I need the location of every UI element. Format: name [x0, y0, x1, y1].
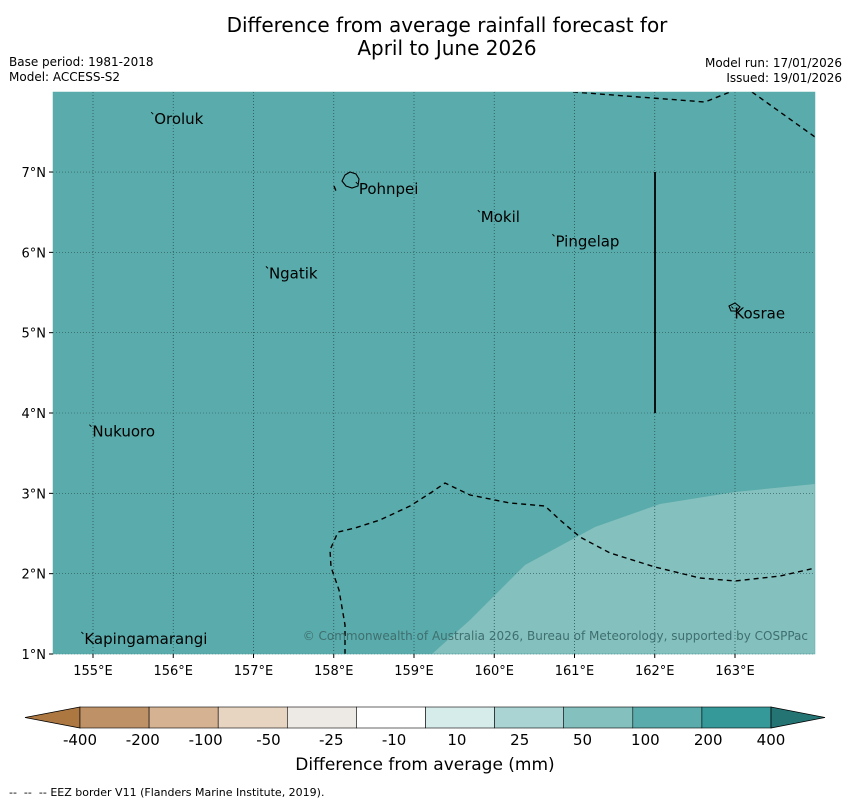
legend-note: -- -- -- EEZ border V11 (Flanders Marine… [9, 786, 324, 799]
colorbar-segment [701, 706, 772, 729]
latitude-tick-labels: 7°N 6°N 5°N 4°N 3°N 2°N 1°N [22, 166, 53, 663]
lat-tick-label: 5°N [22, 327, 47, 342]
lon-tick-label: 158°E [314, 664, 354, 679]
colorbar-segment [563, 706, 634, 729]
place-label: Oroluk [154, 110, 203, 128]
eez-border-north [572, 92, 732, 103]
place-marker [552, 233, 555, 237]
place-marker [150, 111, 154, 115]
place-label: Pingelap [555, 232, 619, 250]
colorbar-tick-label: -100 [189, 731, 223, 749]
pohnpei-island-outline [341, 171, 360, 189]
colorbar-tick-label: -25 [319, 731, 344, 749]
colorbar-segment [79, 706, 150, 729]
colorbar-tick-label: -400 [63, 731, 97, 749]
colorbar-segment [494, 706, 565, 729]
place-marker [355, 181, 359, 185]
title-line-2: April to June 2026 [357, 36, 537, 60]
lat-tick-label: 7°N [22, 166, 47, 181]
lon-tick-label: 163°E [715, 664, 755, 679]
colorbar-title: Difference from average (mm) [295, 755, 555, 775]
lon-tick-label: 157°E [234, 664, 274, 679]
colorbar-tick-label: 25 [510, 731, 529, 749]
colorbar: -400 -200 -100 -50 -25 -10 10 25 50 100 200 400 [24, 706, 826, 749]
eez-border-northeast [751, 92, 815, 138]
copyright-notice: © Commonwealth of Australia 2026, Bureau… [303, 629, 808, 643]
place-marker [81, 631, 84, 635]
lat-tick-label: 1°N [22, 648, 47, 663]
eez-note-text: EEZ border V11 (Flanders Marine Institut… [50, 786, 325, 799]
colorbar-extend-low [24, 706, 81, 729]
base-period: Base period: 1981-2018 [9, 55, 154, 69]
lat-tick-label: 6°N [22, 246, 47, 261]
lon-tick-label: 161°E [555, 664, 595, 679]
map-title: Difference from average rainfall forecas… [0, 14, 850, 60]
place-labels: Oroluk Pohnpei Mokil Pingelap Ngatik Kosrae Nu… [81, 110, 785, 648]
meta-right: Model run: 17/01/2026 Issued: 19/01/2026 [705, 56, 842, 86]
lon-tick-label: 162°E [635, 664, 675, 679]
meta-left: Base period: 1981-2018 Model: ACCESS-S2 [9, 55, 154, 85]
colorbar-segment [356, 706, 426, 729]
colorbar-tick-label: 10 [447, 731, 466, 749]
colorbar-tick-label: 200 [694, 731, 723, 749]
colorbar-segment [148, 706, 219, 729]
lon-tick-label: 155°E [73, 664, 113, 679]
longitude-tick-labels: 155°E 156°E 157°E 158°E 159°E 160°E 161°E 162°E… [73, 654, 755, 679]
model-run: Model run: 17/01/2026 [704, 56, 842, 70]
lon-tick-label: 160°E [474, 664, 514, 679]
lon-tick-label: 156°E [153, 664, 193, 679]
issued-date: Issued: 19/01/2026 [726, 71, 842, 85]
place-label: Nukuoro [92, 423, 155, 441]
lon-tick-label: 159°E [394, 664, 434, 679]
eez-dash-sample: -- -- -- [9, 786, 51, 799]
title-line-1: Difference from average rainfall forecas… [226, 13, 668, 37]
place-marker [731, 306, 734, 309]
eez-border-fragment [333, 185, 337, 192]
place-label: Kosrae [734, 305, 785, 323]
colorbar-segment [425, 706, 495, 729]
colorbar-tick-label: 50 [573, 731, 592, 749]
model-name: Model: ACCESS-S2 [9, 70, 121, 84]
colorbar-segment [286, 706, 357, 729]
place-marker [265, 266, 269, 269]
lat-tick-label: 4°N [22, 407, 47, 422]
colorbar-extend-high [770, 706, 826, 729]
colorbar-segment [217, 706, 288, 729]
lat-tick-label: 3°N [22, 487, 47, 502]
colorbar-segment [632, 706, 703, 729]
place-marker [89, 424, 92, 428]
colorbar-tick-label: -10 [382, 731, 407, 749]
place-marker [477, 209, 481, 213]
place-label: Pohnpei [359, 180, 419, 198]
eez-border-south [329, 482, 815, 654]
lat-tick-label: 2°N [22, 568, 47, 583]
place-label: Mokil [481, 208, 520, 226]
kosrae-island-outline [728, 302, 741, 312]
place-label: Kapingamarangi [84, 630, 207, 648]
colorbar-tick-label: 100 [631, 731, 660, 749]
map-frame [52, 91, 816, 655]
colorbar-tick-label: -200 [126, 731, 160, 749]
colorbar-tick-label: -50 [256, 731, 281, 749]
map-area: Oroluk Pohnpei Mokil Pingelap Ngatik Kosrae Nu… [52, 91, 816, 655]
place-label: Ngatik [269, 264, 318, 282]
rainfall-50-100-region [432, 484, 815, 654]
colorbar-tick-label: 400 [757, 731, 786, 749]
